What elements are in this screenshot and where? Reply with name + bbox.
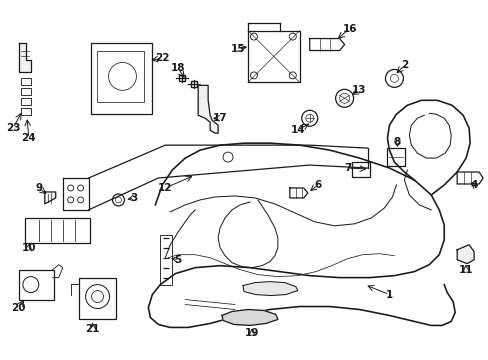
Text: 1: 1 — [385, 289, 392, 300]
Bar — [386, 148, 405, 166]
Polygon shape — [45, 192, 56, 204]
Bar — [351, 162, 369, 177]
Text: 10: 10 — [21, 243, 36, 253]
Polygon shape — [19, 42, 31, 72]
Text: 9: 9 — [35, 183, 42, 193]
Text: 11: 11 — [458, 265, 472, 275]
Bar — [160, 235, 172, 285]
Text: 7: 7 — [343, 163, 350, 173]
Text: 15: 15 — [230, 44, 245, 54]
Text: 14: 14 — [290, 125, 305, 135]
Bar — [21, 88, 31, 95]
Text: 22: 22 — [155, 54, 169, 63]
Text: 24: 24 — [21, 133, 36, 143]
Text: 12: 12 — [158, 183, 172, 193]
Bar — [96, 50, 144, 102]
Text: 8: 8 — [393, 137, 400, 147]
Text: 19: 19 — [244, 328, 259, 338]
Text: 13: 13 — [351, 85, 366, 95]
Text: 20: 20 — [12, 302, 26, 312]
Bar — [90, 42, 152, 114]
Text: 23: 23 — [6, 123, 20, 133]
Bar — [25, 218, 89, 243]
Polygon shape — [198, 85, 218, 133]
Text: 18: 18 — [171, 63, 185, 73]
Text: 17: 17 — [212, 113, 227, 123]
Text: 21: 21 — [85, 324, 100, 334]
Text: 5: 5 — [174, 255, 182, 265]
Bar — [21, 98, 31, 105]
Text: 16: 16 — [342, 24, 356, 33]
Text: 2: 2 — [400, 60, 407, 71]
Polygon shape — [243, 282, 297, 296]
Bar — [247, 31, 299, 82]
Text: 4: 4 — [469, 180, 477, 190]
Polygon shape — [222, 310, 277, 325]
Bar — [21, 78, 31, 85]
Bar — [79, 278, 116, 319]
Text: 6: 6 — [313, 180, 321, 190]
Bar — [19, 270, 54, 300]
Text: 3: 3 — [130, 193, 138, 203]
Bar — [21, 108, 31, 115]
Polygon shape — [456, 245, 473, 264]
